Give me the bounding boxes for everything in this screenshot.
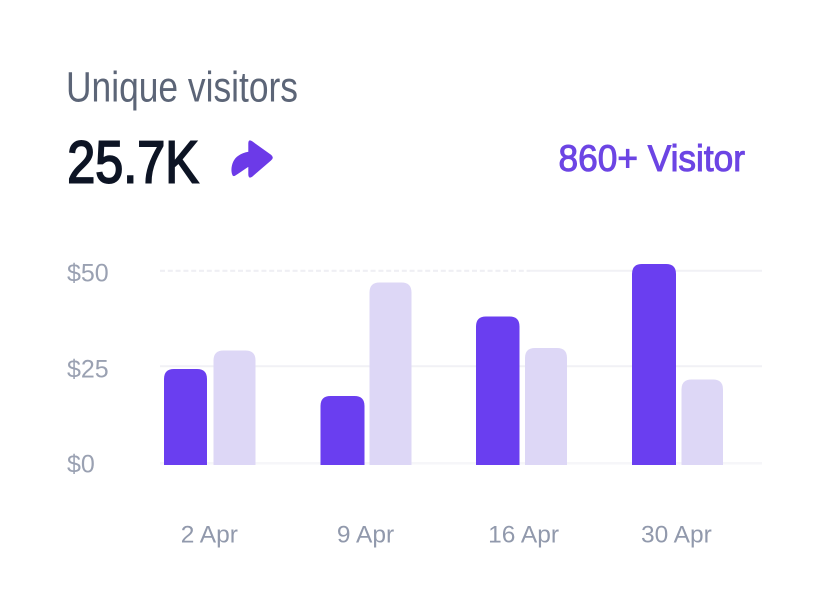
- svg-text:860+ Visitor: 860+ Visitor: [559, 137, 746, 179]
- svg-text:Unique visitors: Unique visitors: [66, 65, 298, 112]
- svg-text:30 Apr: 30 Apr: [641, 522, 712, 549]
- svg-text:25.7K: 25.7K: [67, 128, 199, 195]
- svg-text:2 Apr: 2 Apr: [181, 522, 238, 549]
- svg-text:$0: $0: [67, 451, 95, 479]
- svg-text:16 Apr: 16 Apr: [488, 522, 559, 549]
- svg-text:$50: $50: [67, 260, 109, 288]
- svg-text:9 Apr: 9 Apr: [337, 522, 394, 549]
- svg-text:$25: $25: [67, 356, 109, 384]
